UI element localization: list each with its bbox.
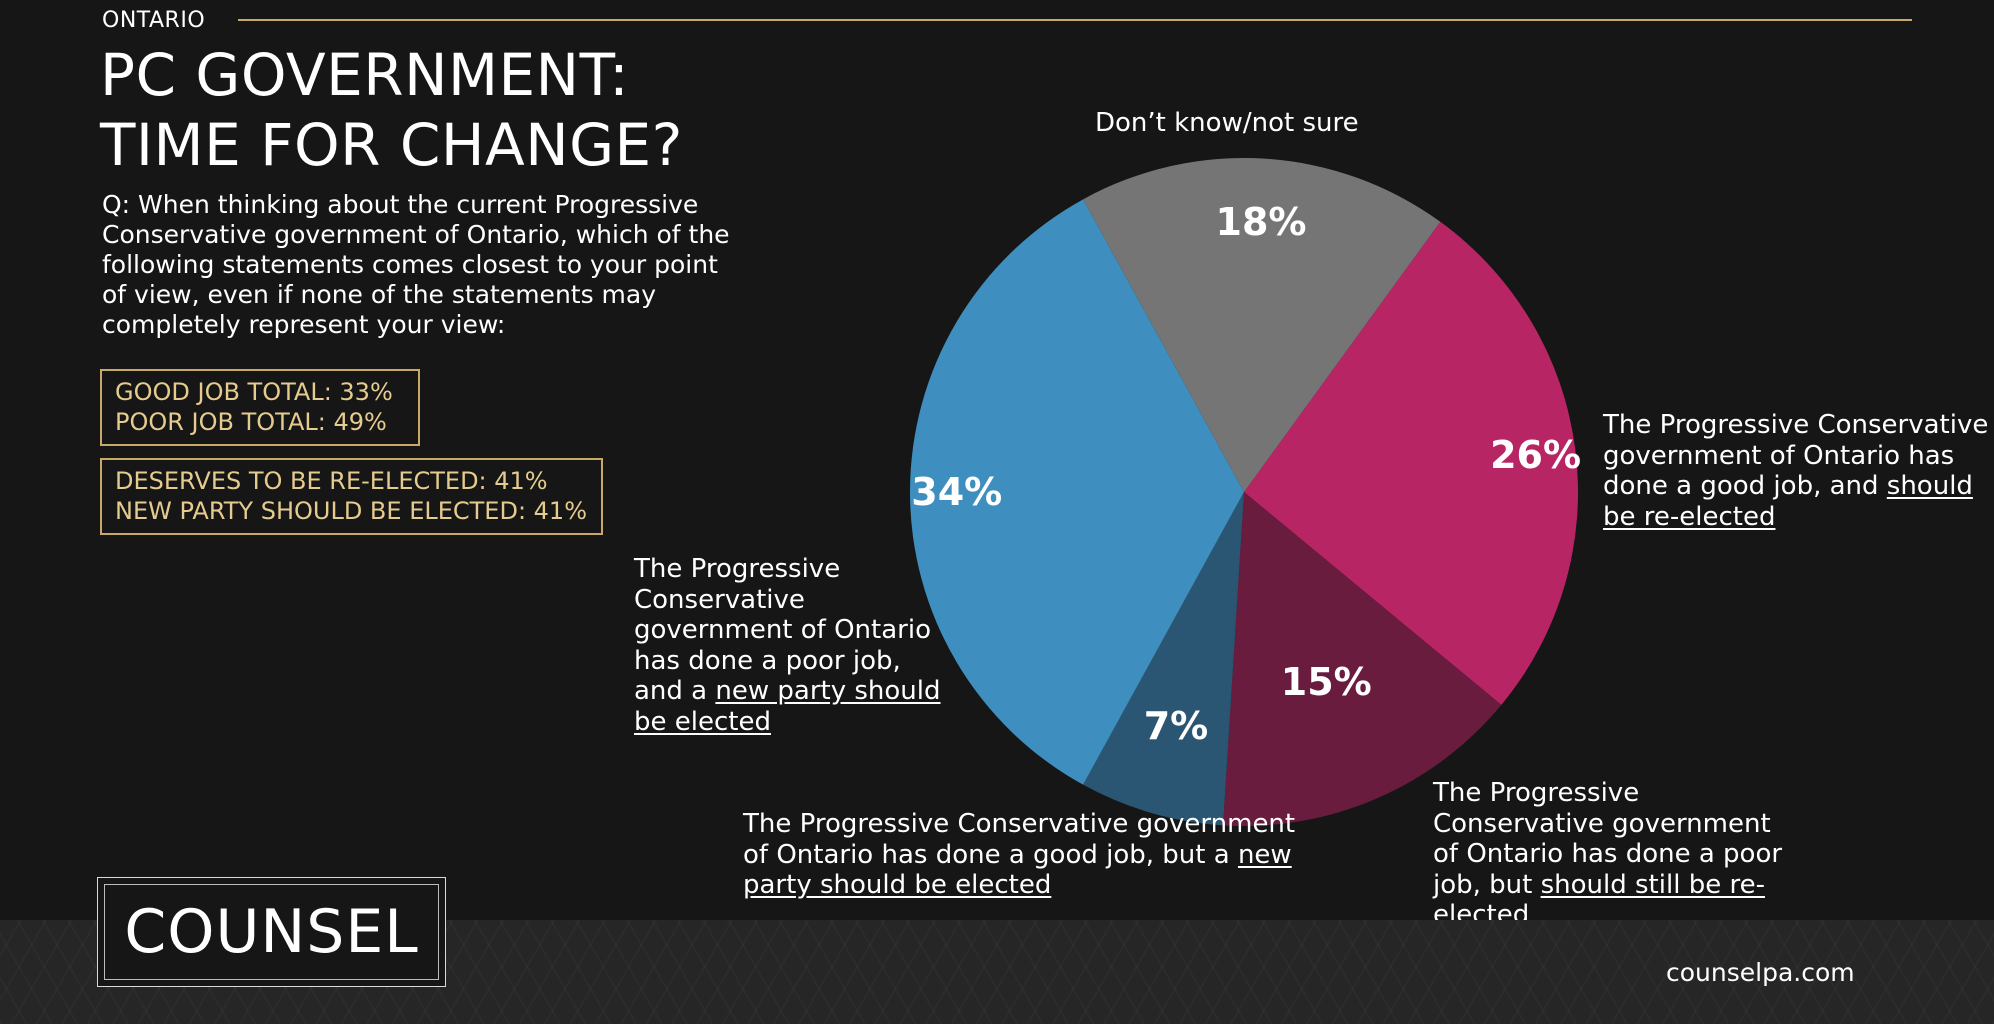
slice-value-label: 26%	[1490, 433, 1581, 477]
callout-good-new-emphasis: new party should be elected	[743, 839, 1292, 901]
title-line-1: PC GOVERNMENT:	[100, 41, 630, 109]
callout-good-new-text: The Progressive Conservative government …	[743, 809, 1296, 870]
callout-poor-reelect-text: The Progressive Conservative government …	[1433, 778, 1783, 900]
callout-poor-reelect: The Progressive Conservative government …	[1433, 778, 1803, 931]
pie-slice	[1083, 492, 1244, 826]
callout-good-reelect-text: The Progressive Conservative government …	[1603, 410, 1989, 501]
slice-value-label: 15%	[1281, 660, 1372, 704]
pie-slice	[909, 199, 1244, 785]
job-totals-box: GOOD JOB TOTAL: 33% POOR JOB TOTAL: 49%	[100, 369, 420, 446]
callout-good-reelect-emphasis: should be re-elected	[1603, 471, 1973, 532]
election-totals-box: DESERVES TO BE RE-ELECTED: 41% NEW PARTY…	[100, 458, 603, 535]
slice-value-label: 34%	[911, 470, 1002, 514]
re-elected-total: DESERVES TO BE RE-ELECTED: 41%	[115, 467, 548, 495]
page-title: PC GOVERNMENT: TIME FOR CHANGE?	[100, 40, 683, 180]
poor-job-total: POOR JOB TOTAL: 49%	[115, 408, 387, 436]
callout-poor-new-emphasis: new party should be elected	[634, 676, 941, 737]
site-link[interactable]: counselpa.com	[1666, 958, 1855, 987]
header-rule	[238, 19, 1912, 21]
callout-good-new: The Progressive Conservative government …	[743, 809, 1303, 901]
region-label: ONTARIO	[102, 8, 206, 33]
pie-slice	[1244, 221, 1579, 705]
new-party-total: NEW PARTY SHOULD BE ELECTED: 41%	[115, 497, 588, 525]
pie-slice	[1083, 157, 1441, 493]
callout-poor-new-text: The Progressive Conservative government …	[634, 554, 931, 706]
logo-text: COUNSEL	[104, 884, 439, 980]
slice-value-label: 7%	[1144, 704, 1209, 748]
pie-slice	[1223, 492, 1502, 826]
slice-value-label: 18%	[1216, 200, 1307, 244]
callout-good-reelect: The Progressive Conservative government …	[1603, 410, 1993, 532]
callout-dont-know: Don’t know/not sure	[1095, 108, 1359, 138]
counsel-logo[interactable]: COUNSEL	[97, 877, 446, 987]
good-job-total: GOOD JOB TOTAL: 33%	[115, 378, 393, 406]
callout-poor-new: The Progressive Conservative government …	[634, 554, 944, 737]
survey-question: Q: When thinking about the current Progr…	[102, 190, 730, 339]
title-line-2: TIME FOR CHANGE?	[100, 111, 683, 179]
